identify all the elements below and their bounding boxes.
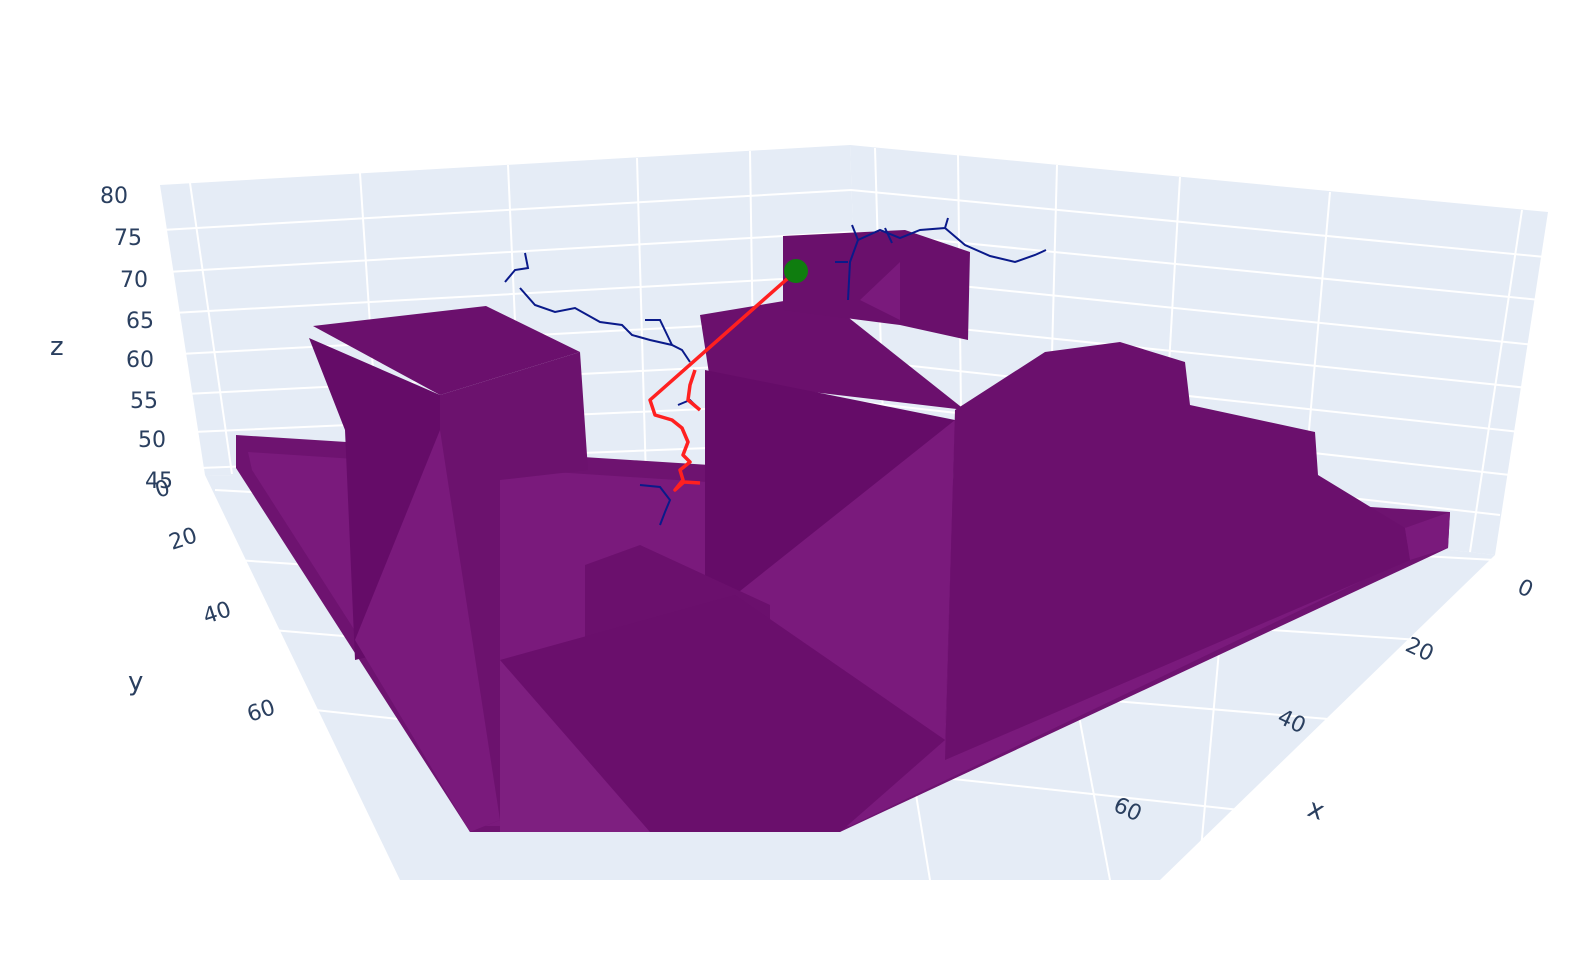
terrain-block-left-top [313, 306, 580, 395]
terrain-block-front-lower [500, 595, 945, 832]
z-tick-label: 50 [138, 428, 166, 453]
z-tick-label: 55 [130, 389, 158, 414]
terrain-block-right [945, 342, 1410, 760]
terrain-tower-face [860, 262, 900, 320]
terrain-mesh [236, 230, 1450, 832]
tree-branch [847, 224, 860, 301]
gridline [636, 157, 647, 481]
z-axis-title: z [50, 332, 64, 362]
y-tick-label: 40 [200, 597, 234, 629]
y-tick-label: 60 [244, 695, 278, 727]
y-axis-title: y [128, 667, 143, 697]
terrain-ramp-front [500, 660, 650, 832]
gridline [161, 188, 1546, 258]
tree-branch [645, 319, 673, 346]
terrain-block-center-top [700, 295, 965, 410]
tree-branch [944, 227, 1047, 264]
tree-branch [519, 287, 691, 363]
path-segment [648, 270, 797, 492]
terrain-block-right-edge [1405, 512, 1450, 560]
z-tick-label: 60 [126, 348, 154, 373]
z-tick-label: 75 [114, 226, 142, 251]
x-tick-label: 0 [1513, 575, 1536, 604]
z-tick-label: 45 [145, 469, 173, 494]
x-axis-title: x [1304, 793, 1329, 826]
gridline [166, 230, 1541, 301]
path-segment [686, 369, 702, 412]
terrain-ramp-left [355, 430, 500, 832]
marker-point[interactable] [784, 259, 808, 283]
tree-branch [504, 252, 530, 283]
y-tick-label: 20 [166, 523, 200, 555]
gridline [1469, 209, 1523, 553]
gridline [189, 182, 233, 475]
z-tick-label: 70 [120, 268, 148, 293]
tree-branch [884, 227, 893, 244]
path-line [648, 270, 797, 492]
tree-branch [857, 217, 949, 241]
tree-branch [639, 484, 672, 526]
terrain-ramp-center [735, 420, 955, 740]
z-tick-label: 80 [100, 184, 128, 209]
z-tick-label: 65 [126, 309, 154, 334]
